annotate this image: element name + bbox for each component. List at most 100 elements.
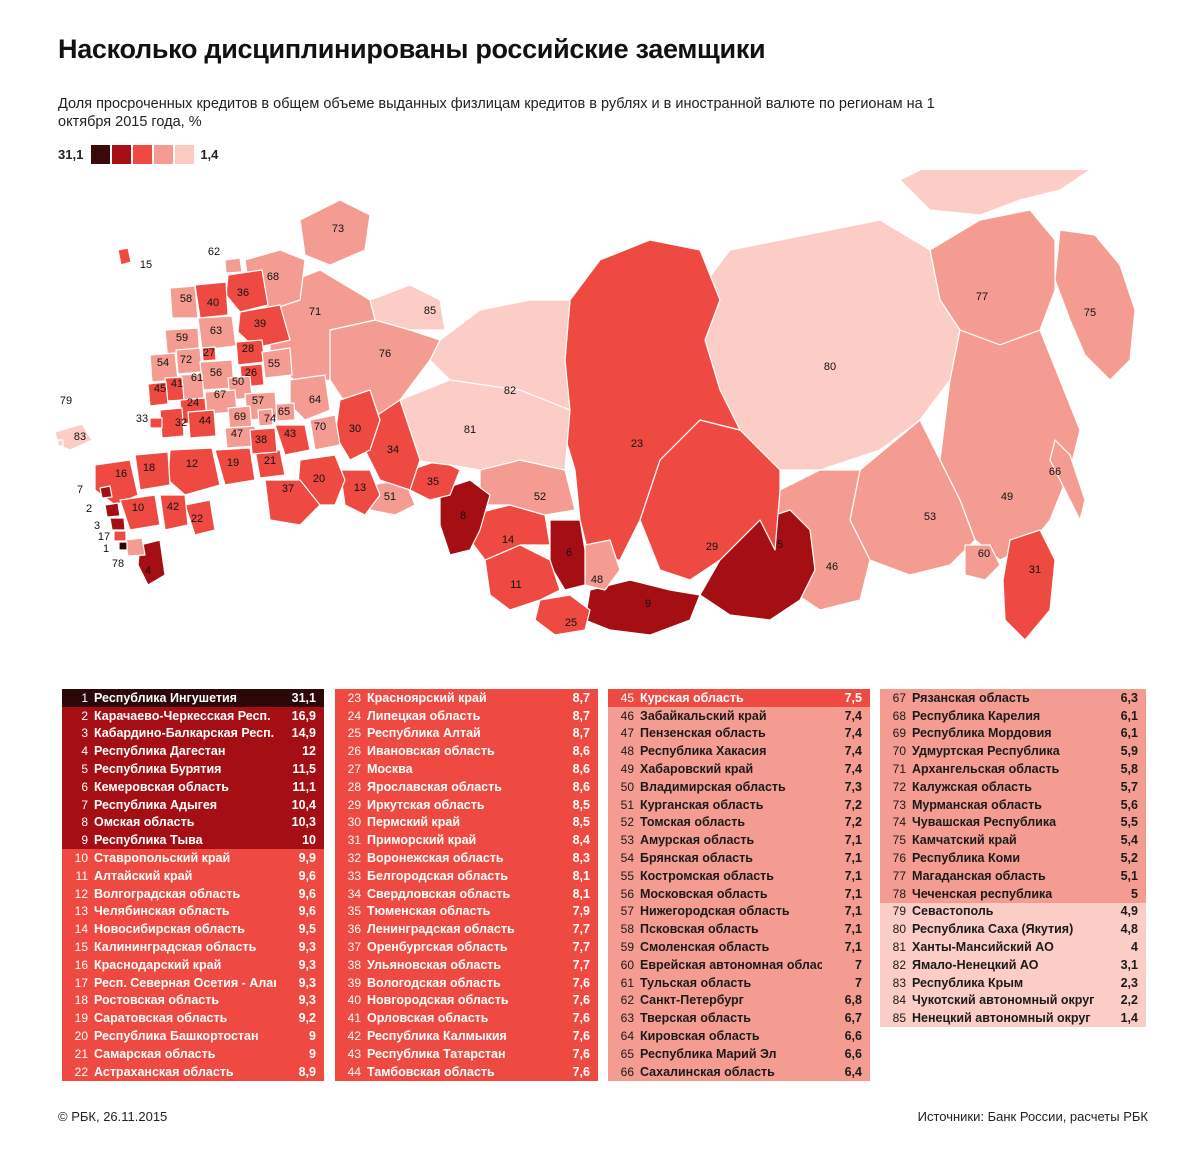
- region-name: Сахалинская область: [640, 1064, 775, 1079]
- region-value: 7,7: [572, 940, 590, 955]
- table-row: 35 Тюменская область 7,9: [335, 902, 598, 921]
- region-value: 7: [855, 957, 862, 972]
- map-label-65: 65: [278, 406, 290, 418]
- region-name: Омская область: [94, 815, 195, 830]
- region-name: Ямало-Ненецкий АО: [912, 957, 1039, 972]
- map-label-8: 8: [460, 510, 466, 522]
- map-label-31: 31: [1029, 564, 1041, 576]
- region-value: 6,1: [1120, 708, 1138, 723]
- region-name: Севастополь: [912, 904, 994, 919]
- region-name: Алтайский край: [94, 868, 193, 883]
- region-number: 29: [347, 797, 361, 812]
- table-row: 26 Ивановская область 8,6: [335, 742, 598, 761]
- map-label-60: 60: [978, 548, 990, 560]
- region-name: Нижегородская область: [640, 904, 790, 919]
- region-value: 5,6: [1120, 797, 1138, 812]
- region-value: 6,3: [1120, 690, 1138, 705]
- region-name: Томская область: [640, 815, 746, 830]
- region-name: Амурская область: [640, 833, 755, 848]
- map-label-19: 19: [227, 457, 239, 469]
- table-row: 67 Рязанская область 6,3: [880, 689, 1146, 707]
- region-value: 7,6: [572, 975, 590, 990]
- table-row: 49 Хабаровский край 7,4: [608, 760, 870, 778]
- region-name: Республика Адыгея: [94, 797, 218, 812]
- table-row: 71 Архангельская область 5,8: [880, 760, 1146, 778]
- region-number: 50: [620, 779, 634, 794]
- region-number: 11: [75, 868, 88, 883]
- region-number: 36: [347, 922, 361, 937]
- map-region-38: [249, 427, 278, 455]
- region-number: 51: [620, 797, 634, 812]
- region-number: 2: [81, 708, 88, 723]
- map-label-27: 27: [203, 347, 215, 359]
- region-number: 66: [620, 1064, 634, 1079]
- region-number: 12: [74, 886, 88, 901]
- region-number: 1: [81, 690, 88, 705]
- map-region-84: [899, 170, 1092, 216]
- map-label-6: 6: [566, 547, 572, 559]
- region-value: 7,1: [844, 922, 862, 937]
- region-value: 7,1: [844, 886, 862, 901]
- table-row: 80 Республика Саха (Якутия) 4,8: [880, 920, 1146, 939]
- map-region-40: [194, 281, 229, 319]
- table-row: 23 Красноярский край 8,7: [335, 689, 598, 707]
- map-label-61: 61: [191, 372, 203, 384]
- region-number: 85: [892, 1011, 906, 1026]
- map-region-11: [484, 544, 561, 611]
- map-label-26: 26: [245, 367, 257, 379]
- map-label-11: 11: [510, 579, 521, 591]
- map-label-42: 42: [167, 501, 179, 513]
- map-label-52: 52: [534, 491, 546, 503]
- region-value: 7,2: [844, 797, 862, 812]
- region-name: Республика Бурятия: [94, 762, 222, 777]
- map-label-30: 30: [349, 423, 361, 435]
- map-label-41: 41: [171, 378, 183, 390]
- map-region-7: [99, 485, 113, 499]
- map-label-75: 75: [1084, 307, 1096, 319]
- table-row: 70 Удмуртская Республика 5,9: [880, 742, 1146, 761]
- table-row: 38 Ульяновская область 7,7: [335, 955, 598, 974]
- region-number: 45: [620, 690, 634, 705]
- region-value: 9,2: [298, 1011, 316, 1026]
- region-name: Московская область: [640, 886, 768, 901]
- region-value: 4,9: [1120, 904, 1138, 919]
- map-label-67: 67: [214, 389, 226, 401]
- region-number: 46: [620, 708, 634, 723]
- map-region-39: [237, 304, 291, 349]
- region-number: 56: [620, 886, 634, 901]
- region-name: Чувашская Республика: [912, 815, 1057, 830]
- map-label-38: 38: [255, 434, 267, 446]
- table-row: 14 Новосибирская область 9,5: [62, 920, 324, 939]
- legend-max-label: 31,1: [58, 146, 84, 162]
- map-label-32: 32: [175, 417, 187, 429]
- map-label-17: 17: [98, 531, 110, 543]
- region-value: 7,7: [572, 957, 590, 972]
- map-label-16: 16: [115, 468, 127, 480]
- region-value: 9,5: [298, 922, 316, 937]
- region-name: Чукотский автономный округ: [912, 993, 1095, 1008]
- legend-min-label: 1,4: [200, 146, 219, 162]
- region-number: 25: [347, 726, 361, 741]
- region-name: Краснодарский край: [94, 957, 222, 972]
- region-value: 7,7: [572, 922, 590, 937]
- table-row: 30 Пермский край 8,5: [335, 813, 598, 832]
- region-value: 7: [855, 975, 862, 990]
- region-value: 1,4: [1120, 1011, 1138, 1026]
- map-label-40: 40: [207, 297, 219, 309]
- map-region-15: [117, 247, 132, 266]
- map-label-35: 35: [427, 476, 439, 488]
- region-value: 8,4: [572, 833, 590, 848]
- region-value: 11,1: [292, 779, 316, 794]
- region-number: 16: [74, 957, 88, 972]
- region-number: 80: [892, 922, 906, 937]
- region-number: 74: [892, 815, 906, 830]
- map-label-51: 51: [384, 491, 396, 503]
- region-value: 7,4: [844, 744, 862, 759]
- map-label-70: 70: [314, 421, 326, 433]
- region-name: Ханты-Мансийский АО: [912, 940, 1054, 955]
- map-region-25: [534, 594, 591, 636]
- map-label-2: 2: [86, 503, 92, 515]
- region-name: Республика Хакасия: [640, 744, 767, 759]
- region-value: 9,3: [298, 993, 316, 1008]
- table-row: 10 Ставропольский край 9,9: [62, 849, 324, 867]
